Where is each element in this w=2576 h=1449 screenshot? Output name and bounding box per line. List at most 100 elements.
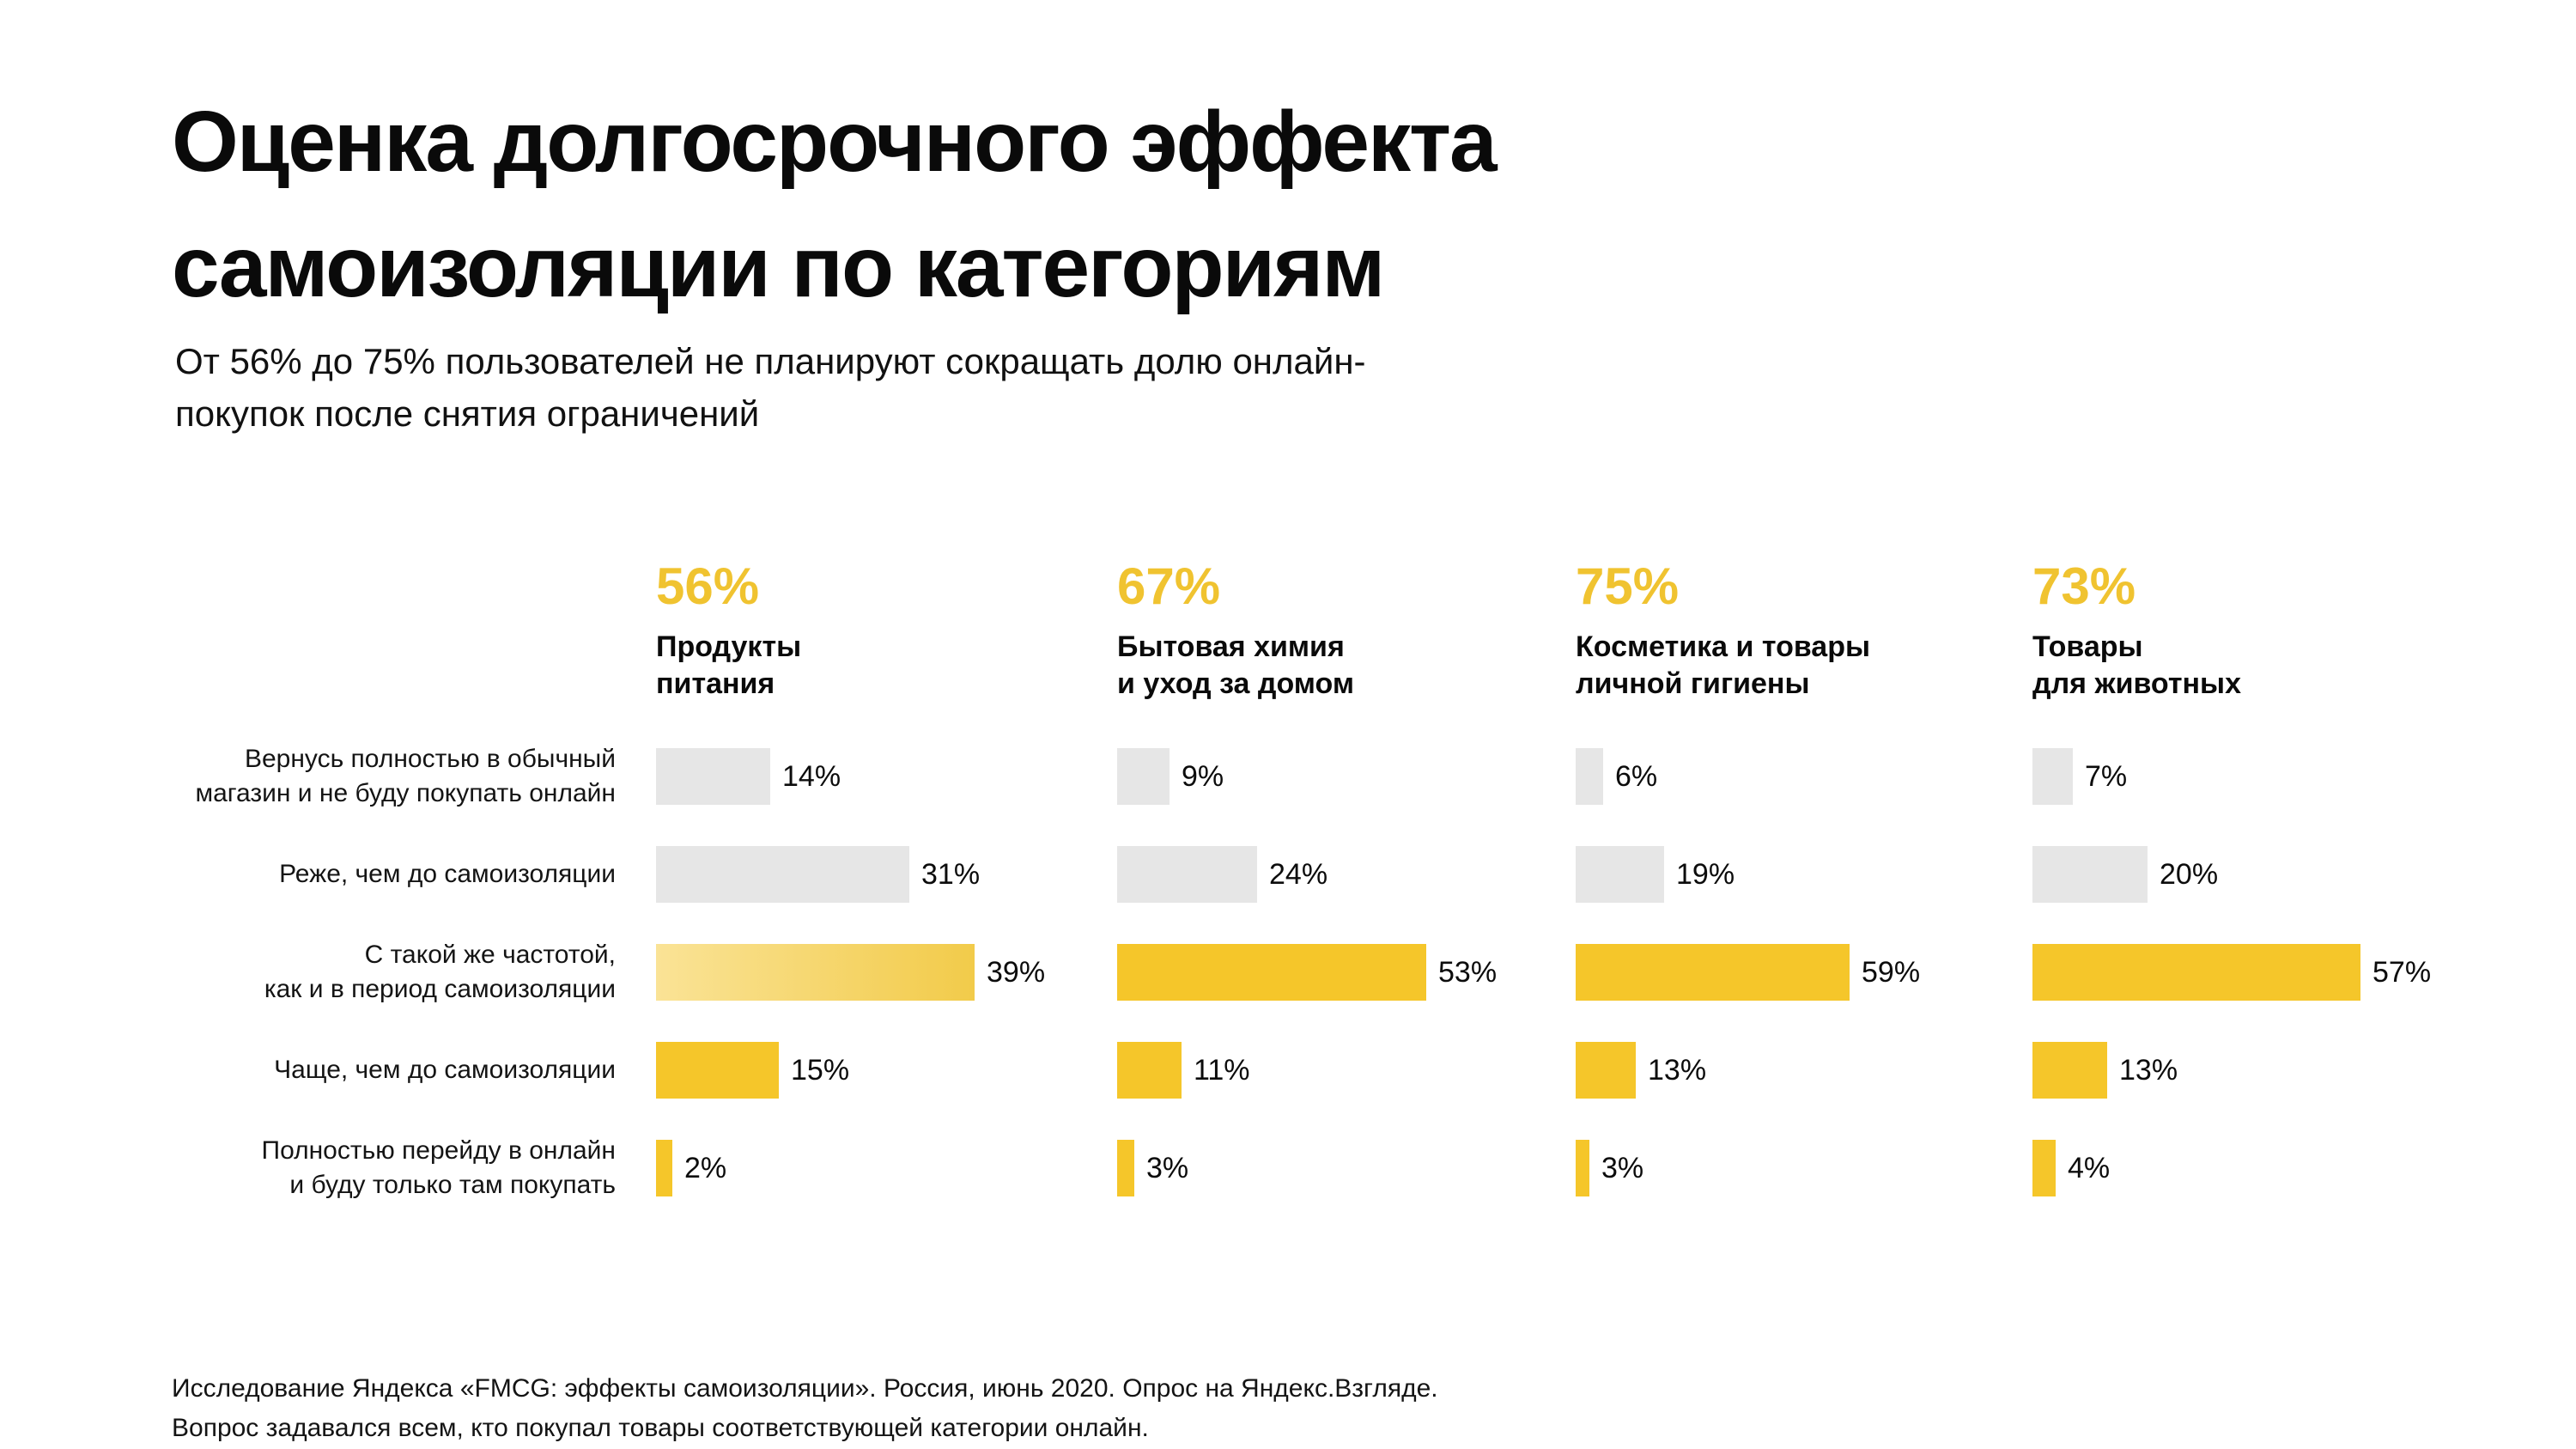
bar [1576, 944, 1850, 1001]
bar-value-label: 20% [2160, 857, 2219, 891]
bar [1117, 846, 1257, 903]
bar [1117, 1042, 1182, 1099]
bar-row-col4-row1: 7% [2032, 748, 2127, 805]
bar [1117, 944, 1426, 1001]
column-header-cosmetics: 75% Косметика и товары личной гигиены [1576, 558, 1870, 703]
row-label-text: Реже, чем до самоизоляции [279, 860, 616, 888]
bar-value-label: 2% [684, 1151, 727, 1184]
column-name-line: Товары [2032, 630, 2143, 663]
column-name-line: Продукты [656, 630, 802, 663]
page-subtitle-line-1: От 56% до 75% пользователей не планируют… [175, 341, 1366, 381]
column-name-line: и уход за домом [1117, 667, 1354, 700]
column-name-line: питания [656, 667, 775, 700]
page-title-line-1: Оценка долгосрочного эффекта [172, 94, 1498, 190]
bar [656, 944, 975, 1001]
row-label-text: С такой же частотой, как и в период самои… [264, 941, 616, 1003]
row-label-text: Вернусь полностью в обычный магазин и не … [195, 745, 616, 807]
bar [1576, 846, 1664, 903]
bar [656, 1042, 779, 1099]
bar-value-label: 24% [1269, 857, 1328, 891]
bar [2032, 846, 2148, 903]
column-header-food: 56% Продукты питания [656, 558, 801, 703]
bar-row-col3-row3: 59% [1576, 944, 1920, 1001]
bar-value-label: 9% [1182, 759, 1224, 793]
bar [2032, 748, 2073, 805]
row-label-5: Полностью перейду в онлайн и буду только … [169, 1136, 617, 1199]
bar-value-label: 15% [791, 1053, 850, 1087]
column-name-line: Бытовая химия [1117, 630, 1345, 663]
bar [656, 1140, 672, 1196]
bar [1117, 748, 1170, 805]
column-name: Товары для животных [2032, 629, 2241, 703]
bar [1576, 748, 1603, 805]
bar-row-col2-row1: 9% [1117, 748, 1224, 805]
bar-row-col1-row5: 2% [656, 1140, 726, 1196]
bar-value-label: 11% [1194, 1053, 1250, 1087]
bar-value-label: 13% [2119, 1053, 2178, 1087]
bar-row-col3-row2: 19% [1576, 846, 1735, 903]
bar-row-col1-row3: 39% [656, 944, 1045, 1001]
bar [2032, 944, 2360, 1001]
row-label-1: Вернусь полностью в обычный магазин и не … [169, 745, 616, 807]
column-header-pets: 73% Товары для животных [2032, 558, 2241, 703]
bar-row-col3-row1: 6% [1576, 748, 1657, 805]
bar-row-col1-row2: 31% [656, 846, 980, 903]
bar-row-col2-row3: 53% [1117, 944, 1497, 1001]
bar-value-label: 6% [1615, 759, 1658, 793]
bar-value-label: 19% [1676, 857, 1735, 891]
bar-value-label: 59% [1862, 955, 1921, 989]
row-label-text: Полностью перейду в онлайн и буду только … [261, 1136, 617, 1199]
bar [2032, 1042, 2107, 1099]
bar-value-label: 39% [987, 955, 1046, 989]
row-label-2: Реже, чем до самоизоляции [169, 846, 616, 903]
bar-row-col4-row3: 57% [2032, 944, 2431, 1001]
bar-row-col3-row5: 3% [1576, 1140, 1643, 1196]
column-percent: 67% [1117, 557, 1221, 615]
column-header-household: 67% Бытовая химия и уход за домом [1117, 558, 1354, 703]
column-percent: 73% [2032, 557, 2136, 615]
column-name: Косметика и товары личной гигиены [1576, 629, 1870, 703]
bar [656, 748, 770, 805]
bar-row-col4-row2: 20% [2032, 846, 2218, 903]
source-note: Исследование Яндекса «FMCG: эффекты само… [172, 1369, 1438, 1448]
column-name-line: личной гигиены [1576, 667, 1810, 700]
bar-row-col2-row5: 3% [1117, 1140, 1188, 1196]
bar-row-col1-row4: 15% [656, 1042, 849, 1099]
page-subtitle-line-2: покупок после снятия ограничений [175, 393, 760, 434]
bar-value-label: 7% [2085, 759, 2128, 793]
bar-row-col4-row4: 13% [2032, 1042, 2178, 1099]
row-label-4: Чаще, чем до самоизоляции [169, 1042, 616, 1099]
column-percent: 75% [1576, 557, 1680, 615]
page-title-line-2: самоизоляции по категориям [172, 219, 1385, 315]
bar [1117, 1140, 1134, 1196]
row-label-3: С такой же частотой, как и в период самои… [169, 941, 616, 1003]
bar-value-label: 13% [1648, 1053, 1707, 1087]
bar-row-col2-row4: 11% [1117, 1042, 1250, 1099]
page-title: Оценка долгосрочного эффекта самоизоляци… [172, 79, 1498, 330]
column-percent: 56% [656, 557, 760, 615]
bar [2032, 1140, 2056, 1196]
row-label-text: Чаще, чем до самоизоляции [274, 1056, 616, 1084]
bar-value-label: 3% [1146, 1151, 1189, 1184]
bar-value-label: 4% [2068, 1151, 2111, 1184]
column-name-line: для животных [2032, 667, 2241, 700]
bar-row-col4-row5: 4% [2032, 1140, 2110, 1196]
bar-value-label: 53% [1438, 955, 1498, 989]
source-note-line-2: Вопрос задавался всем, кто покупал товар… [172, 1414, 1149, 1442]
bar-row-col3-row4: 13% [1576, 1042, 1706, 1099]
bar-row-col2-row2: 24% [1117, 846, 1327, 903]
bar [1576, 1140, 1589, 1196]
bar-value-label: 14% [782, 759, 841, 793]
column-name-line: Косметика и товары [1576, 630, 1871, 663]
bar-value-label: 57% [2372, 955, 2432, 989]
column-name: Бытовая химия и уход за домом [1117, 629, 1354, 703]
bar-value-label: 31% [921, 857, 981, 891]
bar [1576, 1042, 1636, 1099]
column-name: Продукты питания [656, 629, 801, 703]
bar [656, 846, 909, 903]
source-note-line-1: Исследование Яндекса «FMCG: эффекты само… [172, 1374, 1438, 1403]
bar-row-col1-row1: 14% [656, 748, 841, 805]
bar-value-label: 3% [1601, 1151, 1644, 1184]
page-subtitle: От 56% до 75% пользователей не планируют… [175, 335, 1366, 440]
